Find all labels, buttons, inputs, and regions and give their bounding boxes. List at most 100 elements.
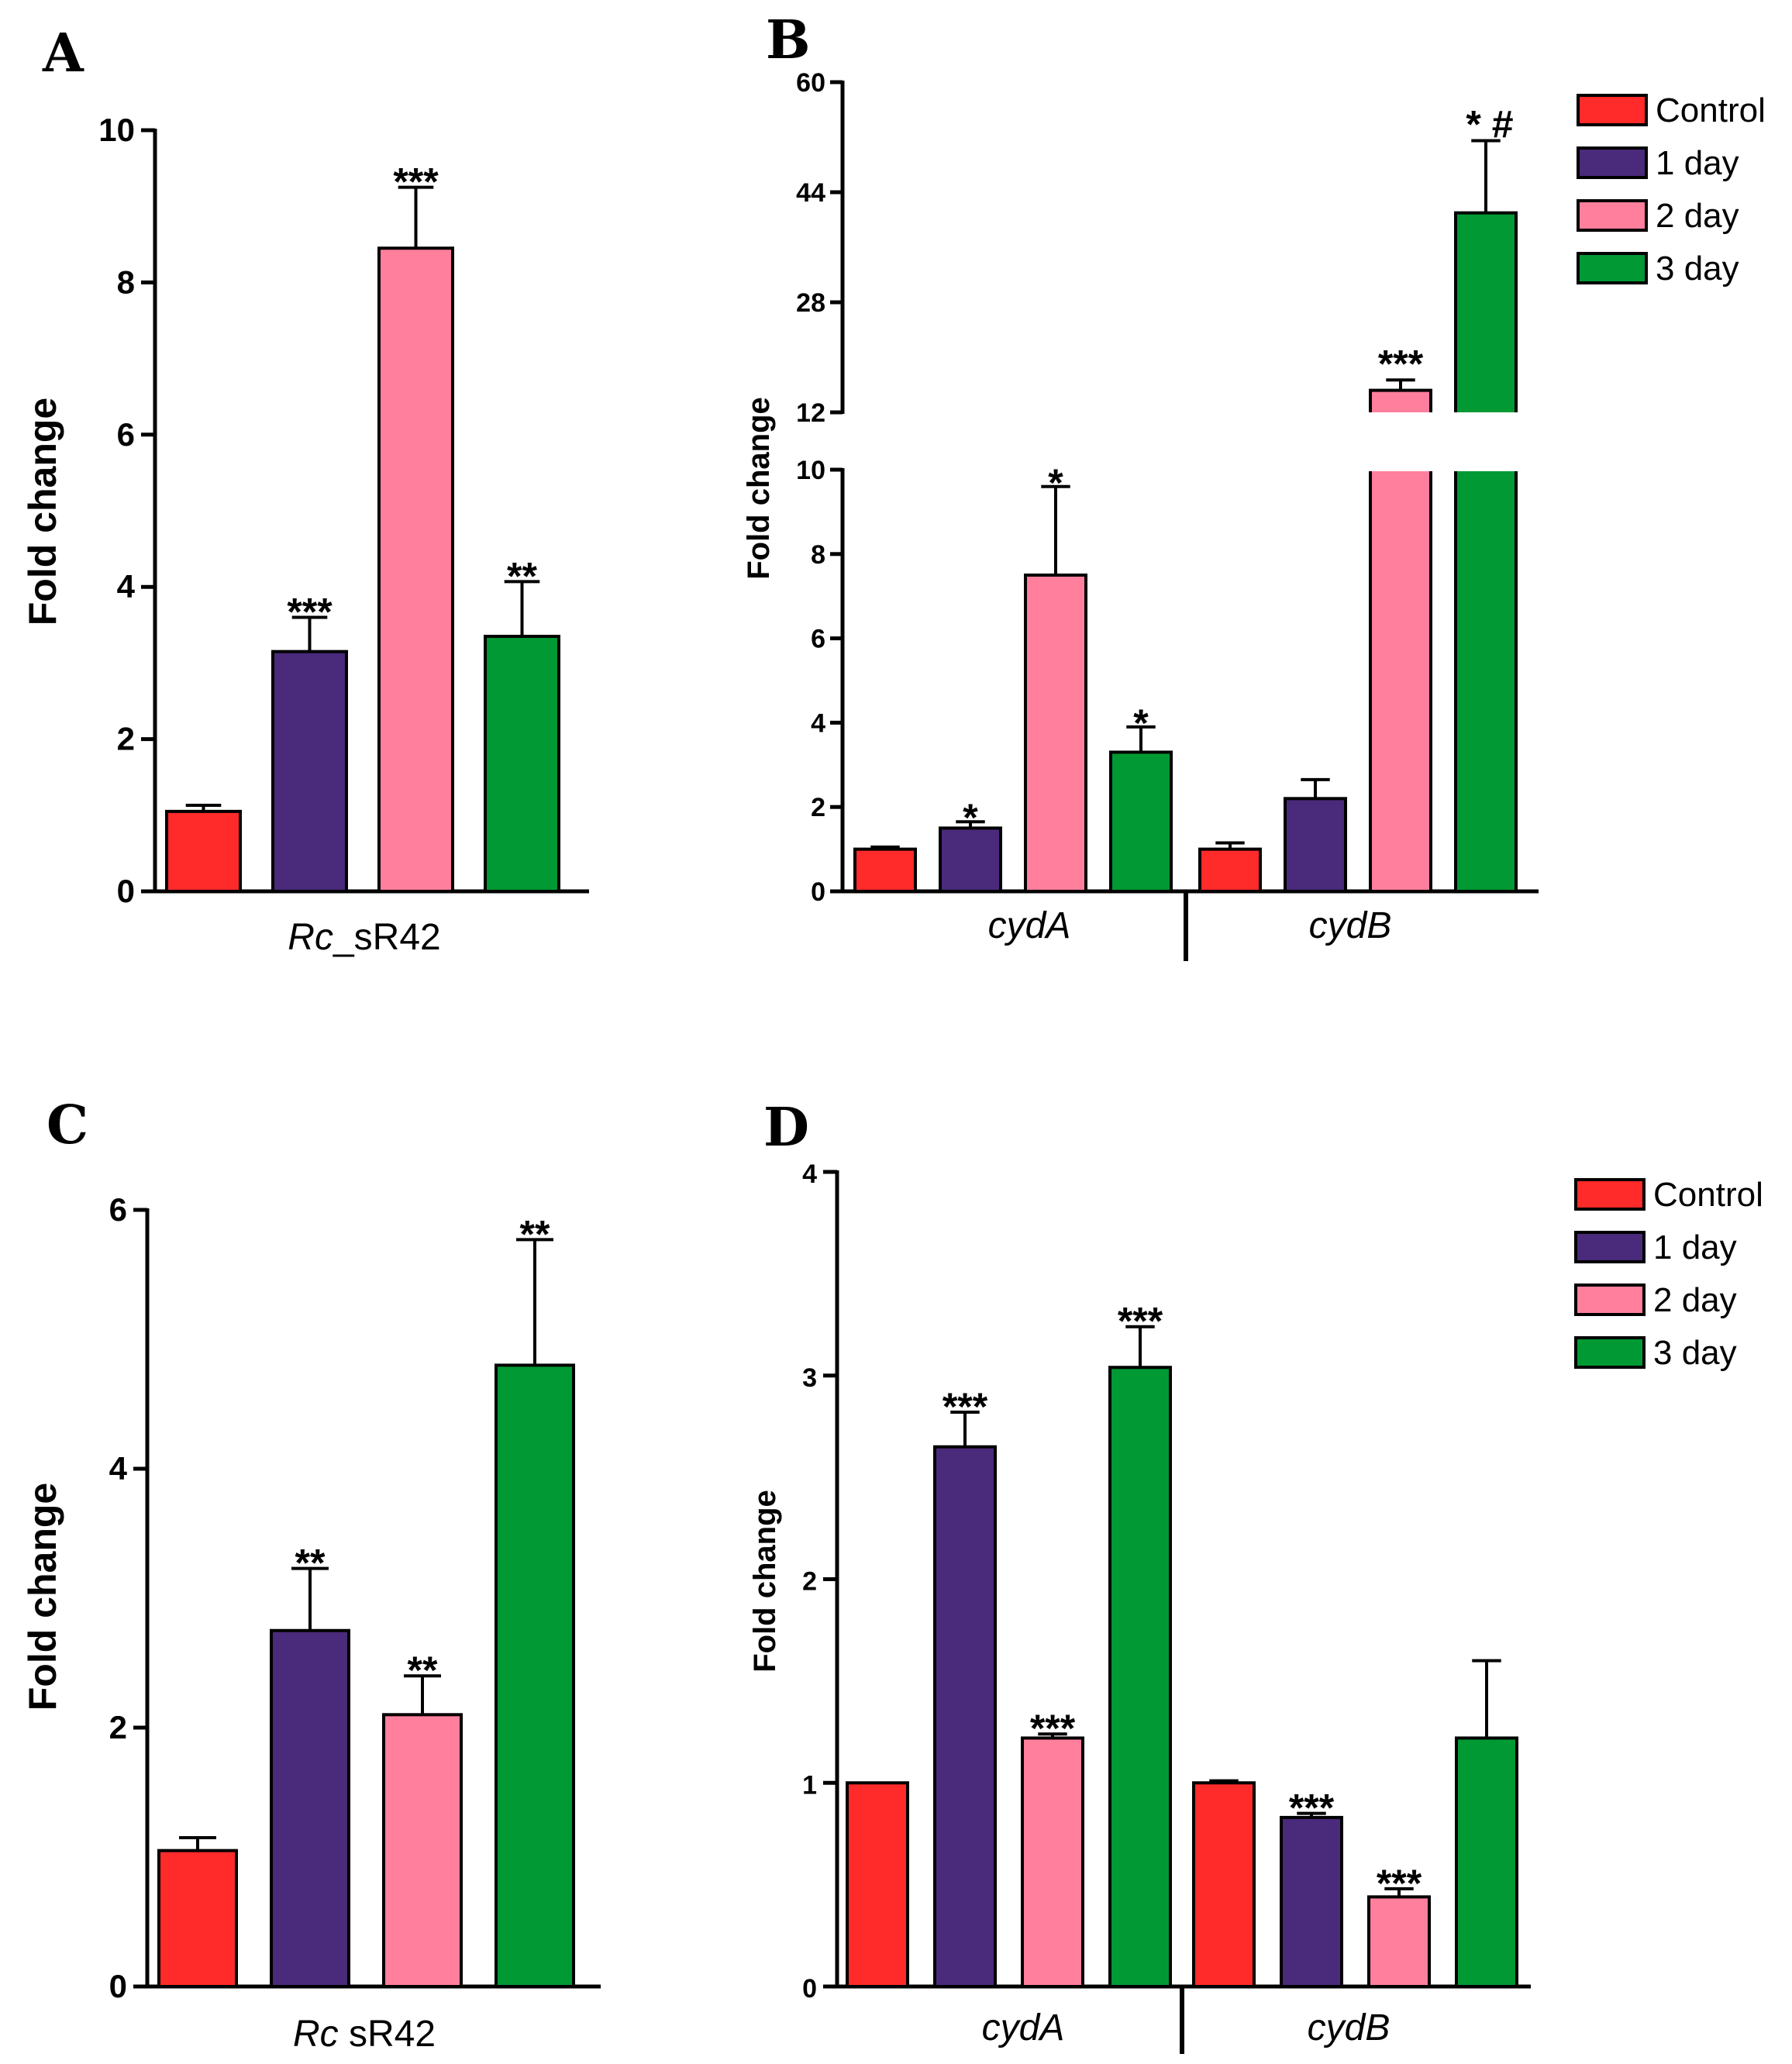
y-tick-label: 8 (811, 540, 825, 570)
bar (1280, 1815, 1343, 1988)
significance-label: *** (943, 1385, 988, 1428)
bar (846, 1781, 909, 1988)
legend-swatch (1574, 1231, 1646, 1263)
y-tick-label: 10 (98, 112, 135, 148)
y-tick-label: 1 (802, 1770, 817, 1800)
legend-swatch (1574, 1178, 1646, 1211)
bar (157, 1849, 238, 1988)
bar (1024, 574, 1087, 893)
category-label: Rc_sR42 (288, 917, 440, 958)
bar (1369, 388, 1432, 418)
bar (165, 809, 242, 894)
bar (933, 1445, 997, 1988)
bar (271, 650, 348, 893)
legend-label: 2 day (1653, 1281, 1737, 1319)
y-tick-label: 4 (117, 568, 136, 605)
category-label: cydA (982, 2007, 1065, 2048)
y-axis-label: Fold change (21, 1483, 64, 1711)
significance-label: *** (393, 160, 439, 204)
bar (1021, 1736, 1084, 1989)
significance-label: *** (1289, 1787, 1335, 1830)
bar (1109, 750, 1173, 893)
bar (1369, 468, 1432, 893)
bar-break-gap (1453, 412, 1519, 419)
significance-label: ** (507, 554, 537, 598)
y-tick-label: 6 (811, 625, 825, 654)
y-tick-label: 4 (802, 1159, 817, 1189)
y-axis-label: Fold change (748, 1490, 782, 1673)
bar (382, 1713, 463, 1989)
legend-swatch (1577, 199, 1648, 232)
significance-label: * # (1466, 102, 1513, 146)
bar (1454, 468, 1518, 893)
y-tick-label: 4 (109, 1450, 128, 1487)
bar (1367, 1895, 1431, 1988)
bar-break-gap (1453, 465, 1519, 471)
y-tick-label: 3 (802, 1363, 817, 1393)
legend-label: 2 day (1656, 197, 1739, 235)
y-tick-label: 6 (109, 1191, 127, 1228)
y-tick-label: 0 (811, 877, 825, 907)
significance-label: ** (408, 1649, 438, 1692)
legend-label: 1 day (1653, 1228, 1737, 1266)
panel-letter: C (47, 1094, 88, 1156)
legend-label: Control (1656, 91, 1766, 129)
bar (1454, 211, 1518, 417)
bar (377, 246, 454, 893)
y-tick-label: 4 (811, 708, 825, 738)
legend-swatch (1577, 94, 1648, 126)
y-tick-label: 60 (796, 68, 825, 98)
bar-break-gap (1367, 412, 1434, 419)
panel-c: C 0 2 4 6 Fold change ** ** ** Rc sR42 (21, 1094, 601, 2055)
panel-letter: A (42, 22, 84, 84)
significance-label: *** (1377, 1862, 1422, 1905)
y-tick-label: 6 (117, 416, 135, 453)
significance-label: *** (1378, 342, 1424, 385)
legend-swatch (1577, 252, 1648, 284)
bar (484, 635, 560, 894)
category-label: Rc sR42 (293, 2014, 436, 2055)
legend-swatch (1574, 1336, 1646, 1369)
bar (1108, 1366, 1172, 1988)
y-tick-label: 2 (117, 721, 135, 757)
legend-swatch (1574, 1284, 1646, 1316)
y-tick-label: 0 (117, 873, 135, 909)
bar (495, 1363, 575, 1988)
y-tick-label: 2 (802, 1567, 817, 1597)
panel-letter: D (763, 1097, 809, 1159)
significance-label: * (1048, 461, 1063, 505)
bar (853, 847, 917, 893)
bar (1455, 1736, 1518, 1989)
y-tick-label: 44 (796, 178, 825, 208)
category-label: cydB (1309, 905, 1392, 946)
y-tick-label: 0 (802, 1974, 817, 2004)
legend-label: 1 day (1656, 144, 1739, 182)
bar-break-gap (1367, 465, 1434, 471)
bar (1284, 797, 1347, 893)
y-tick-label: 28 (796, 288, 825, 318)
significance-label: ** (295, 1542, 326, 1585)
panel-d: D 0 1 2 3 4 Fold change *** *** *** cydA *** *** cydB… (748, 1097, 1763, 2054)
significance-label: ** (520, 1212, 550, 1256)
y-tick-label: 2 (109, 1709, 127, 1745)
category-label: cydB (1308, 2007, 1391, 2048)
y-tick-label: 8 (117, 264, 135, 300)
category-label: cydA (988, 905, 1071, 946)
y-tick-label: 12 (796, 398, 825, 428)
bar (1192, 1781, 1256, 1988)
significance-label: *** (1030, 1707, 1076, 1750)
bar (270, 1628, 350, 1988)
significance-label: *** (287, 590, 333, 633)
bar (1198, 847, 1262, 893)
y-axis-label: Fold change (742, 397, 776, 580)
significance-label: * (963, 796, 978, 839)
panel-letter: B (766, 9, 810, 71)
legend-label: 3 day (1656, 250, 1739, 288)
legend-label: 3 day (1653, 1334, 1737, 1372)
significance-label: * (1133, 701, 1149, 745)
significance-label: *** (1118, 1300, 1163, 1343)
y-tick-label: 2 (811, 793, 825, 822)
